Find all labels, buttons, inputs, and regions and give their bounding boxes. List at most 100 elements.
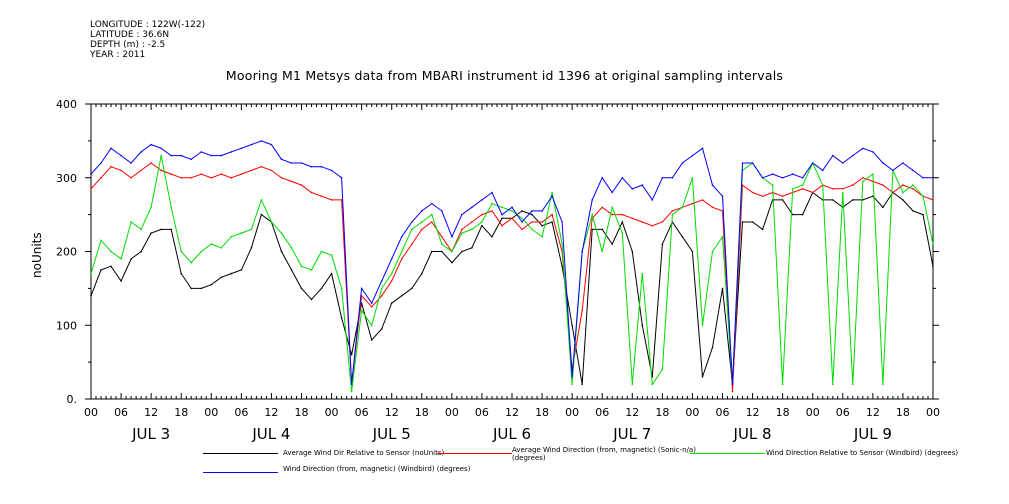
series-1-point bbox=[290, 269, 293, 271]
series-2-point bbox=[902, 184, 904, 186]
series-1-point bbox=[130, 258, 132, 260]
series-4-point bbox=[491, 191, 493, 194]
series-4-point bbox=[160, 147, 162, 150]
series-3-point bbox=[511, 210, 513, 212]
series-3-point bbox=[280, 232, 283, 234]
legend-swatch-3 bbox=[690, 453, 765, 454]
series-2-point bbox=[320, 195, 323, 197]
series-4-point bbox=[842, 162, 844, 164]
series-2-point bbox=[691, 202, 694, 205]
series-2-point bbox=[471, 221, 473, 223]
series-4-point bbox=[631, 188, 634, 190]
series-4-point bbox=[340, 177, 343, 179]
series-2-point bbox=[230, 177, 233, 179]
series-3-point bbox=[421, 221, 423, 223]
series-group bbox=[90, 140, 934, 393]
plot-frame bbox=[90, 103, 934, 400]
series-3-point bbox=[220, 247, 223, 249]
series-2-point bbox=[671, 210, 674, 212]
axes-group bbox=[90, 103, 934, 400]
series-3-point bbox=[661, 368, 664, 371]
series-2-point bbox=[120, 169, 122, 172]
series-2-point bbox=[541, 221, 543, 223]
series-3-point bbox=[641, 272, 644, 275]
series-2-point bbox=[210, 177, 213, 179]
series-1-point bbox=[390, 302, 393, 304]
series-1-point bbox=[280, 250, 283, 253]
series-3-point bbox=[140, 228, 142, 231]
series-3-point bbox=[360, 309, 363, 312]
series-2-point bbox=[180, 177, 182, 179]
series-1-point bbox=[641, 324, 644, 327]
series-4-point bbox=[781, 177, 784, 179]
series-4-point bbox=[441, 210, 443, 212]
series-3-point bbox=[541, 236, 543, 238]
series-4-point bbox=[661, 177, 664, 179]
series-4-point bbox=[551, 195, 553, 197]
series-1-point bbox=[380, 328, 383, 330]
series-1-point bbox=[571, 324, 573, 327]
x-hour-label: 06 bbox=[595, 406, 609, 419]
x-day-label: JUL 8 bbox=[733, 425, 772, 443]
series-line-1 bbox=[90, 191, 934, 385]
series-3-point bbox=[250, 228, 253, 231]
chart-title: Mooring M1 Metsys data from MBARI instru… bbox=[225, 68, 784, 83]
x-hour-label: 00 bbox=[445, 406, 459, 419]
series-1-point bbox=[751, 221, 754, 223]
series-2-point bbox=[150, 162, 152, 164]
series-3-point bbox=[701, 324, 704, 327]
series-1-point bbox=[882, 206, 884, 209]
series-3-point bbox=[340, 287, 343, 290]
series-3-point bbox=[240, 232, 243, 234]
series-3-point bbox=[330, 254, 333, 256]
series-4-point bbox=[471, 206, 473, 209]
series-3-point bbox=[862, 180, 864, 183]
series-2-point bbox=[892, 191, 894, 194]
series-3-point bbox=[370, 324, 373, 327]
series-2-point bbox=[811, 191, 814, 194]
series-3-point bbox=[471, 228, 473, 231]
series-1-point bbox=[411, 287, 413, 290]
series-3-point bbox=[781, 383, 784, 386]
series-3-point bbox=[601, 250, 603, 253]
series-2-point bbox=[340, 199, 343, 201]
series-2-point bbox=[280, 177, 283, 179]
series-1-point bbox=[431, 250, 433, 253]
series-1-point bbox=[551, 221, 553, 223]
series-4-point bbox=[260, 140, 263, 142]
series-1-point bbox=[691, 250, 694, 253]
series-4-point bbox=[200, 151, 203, 153]
series-4-point bbox=[180, 154, 182, 157]
series-1-point bbox=[471, 247, 473, 249]
series-1-point bbox=[90, 295, 92, 297]
series-4-point bbox=[852, 154, 854, 157]
series-1-point bbox=[721, 287, 724, 290]
series-1-point bbox=[631, 250, 634, 253]
series-2-point bbox=[130, 177, 132, 179]
series-1-point bbox=[591, 228, 593, 231]
series-2-point bbox=[531, 221, 533, 223]
series-4-point bbox=[370, 302, 373, 304]
series-3-point bbox=[320, 250, 323, 253]
x-hour-label: 06 bbox=[475, 406, 489, 419]
series-2-point bbox=[601, 206, 603, 209]
x-hour-label: 00 bbox=[84, 406, 98, 419]
series-2-point bbox=[501, 224, 503, 227]
series-2-point bbox=[240, 173, 243, 175]
series-2-point bbox=[140, 169, 142, 172]
series-1-point bbox=[501, 217, 503, 220]
series-4-point bbox=[300, 162, 303, 164]
legend-swatch-1 bbox=[203, 453, 278, 454]
series-3-point bbox=[380, 287, 383, 290]
legend-swatch-4 bbox=[203, 472, 278, 473]
series-2-point bbox=[761, 195, 764, 197]
series-4-point bbox=[511, 206, 513, 209]
series-3-point bbox=[801, 184, 804, 186]
series-2-point bbox=[220, 173, 223, 175]
series-3-point bbox=[591, 213, 593, 216]
series-2-point bbox=[431, 221, 433, 223]
series-3-point bbox=[631, 383, 634, 386]
series-3-point bbox=[922, 195, 924, 197]
series-4-point bbox=[400, 236, 403, 238]
series-4-point bbox=[641, 184, 644, 186]
